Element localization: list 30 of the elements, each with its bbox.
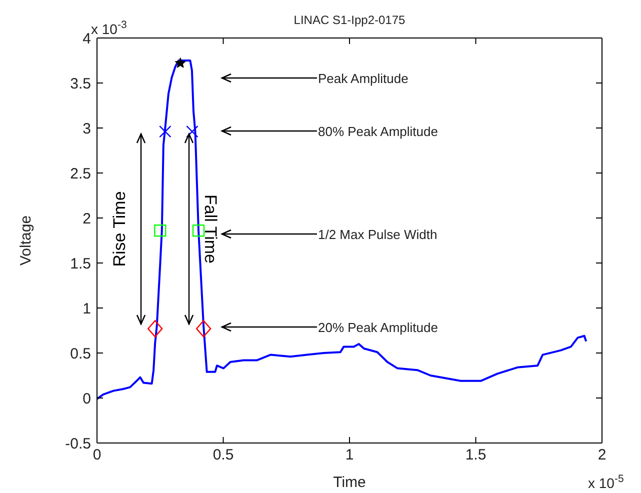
y-tick-label: 2.5	[70, 165, 91, 182]
x-tick-label: 1	[345, 446, 354, 464]
y-axis-title: Voltage	[17, 215, 34, 266]
y-tick-label: 3.5	[70, 75, 91, 92]
x-tick-label: 1.5	[465, 446, 486, 464]
y-tick-label: 4	[82, 30, 91, 48]
annotation: Rise Time	[110, 191, 128, 267]
x-tick-label: 0.5	[212, 446, 234, 464]
y-tick-label: -0.5	[65, 435, 91, 452]
text: x 10$^{-5}$	[588, 473, 624, 491]
annotation: 1/2 Max Pulse Width	[318, 227, 438, 242]
point	[174, 57, 186, 68]
point	[192, 224, 205, 237]
y-tick-label: 3	[82, 120, 91, 138]
annotation: 80% Peak Amplitude	[318, 124, 438, 139]
x-axis-title: Time	[333, 474, 366, 491]
point	[196, 320, 212, 338]
chart-title: LINAC S1-Ipp2-0175	[294, 13, 406, 27]
annotation: Peak Amplitude	[318, 71, 408, 86]
annotation: Fall Time	[202, 194, 220, 264]
y-tick-label: 0	[82, 390, 91, 408]
y-tick-label: 2	[82, 210, 91, 228]
y-tick-label: 1	[82, 300, 91, 318]
annotation: 20% Peak Amplitude	[318, 320, 438, 335]
text: x 10$^{-3}$	[91, 19, 127, 37]
x-tick-label: 2	[598, 446, 606, 464]
y-tick-label: 0.5	[70, 345, 91, 362]
point	[147, 320, 163, 338]
y-tick-label: 1.5	[70, 255, 91, 272]
point	[154, 224, 166, 237]
